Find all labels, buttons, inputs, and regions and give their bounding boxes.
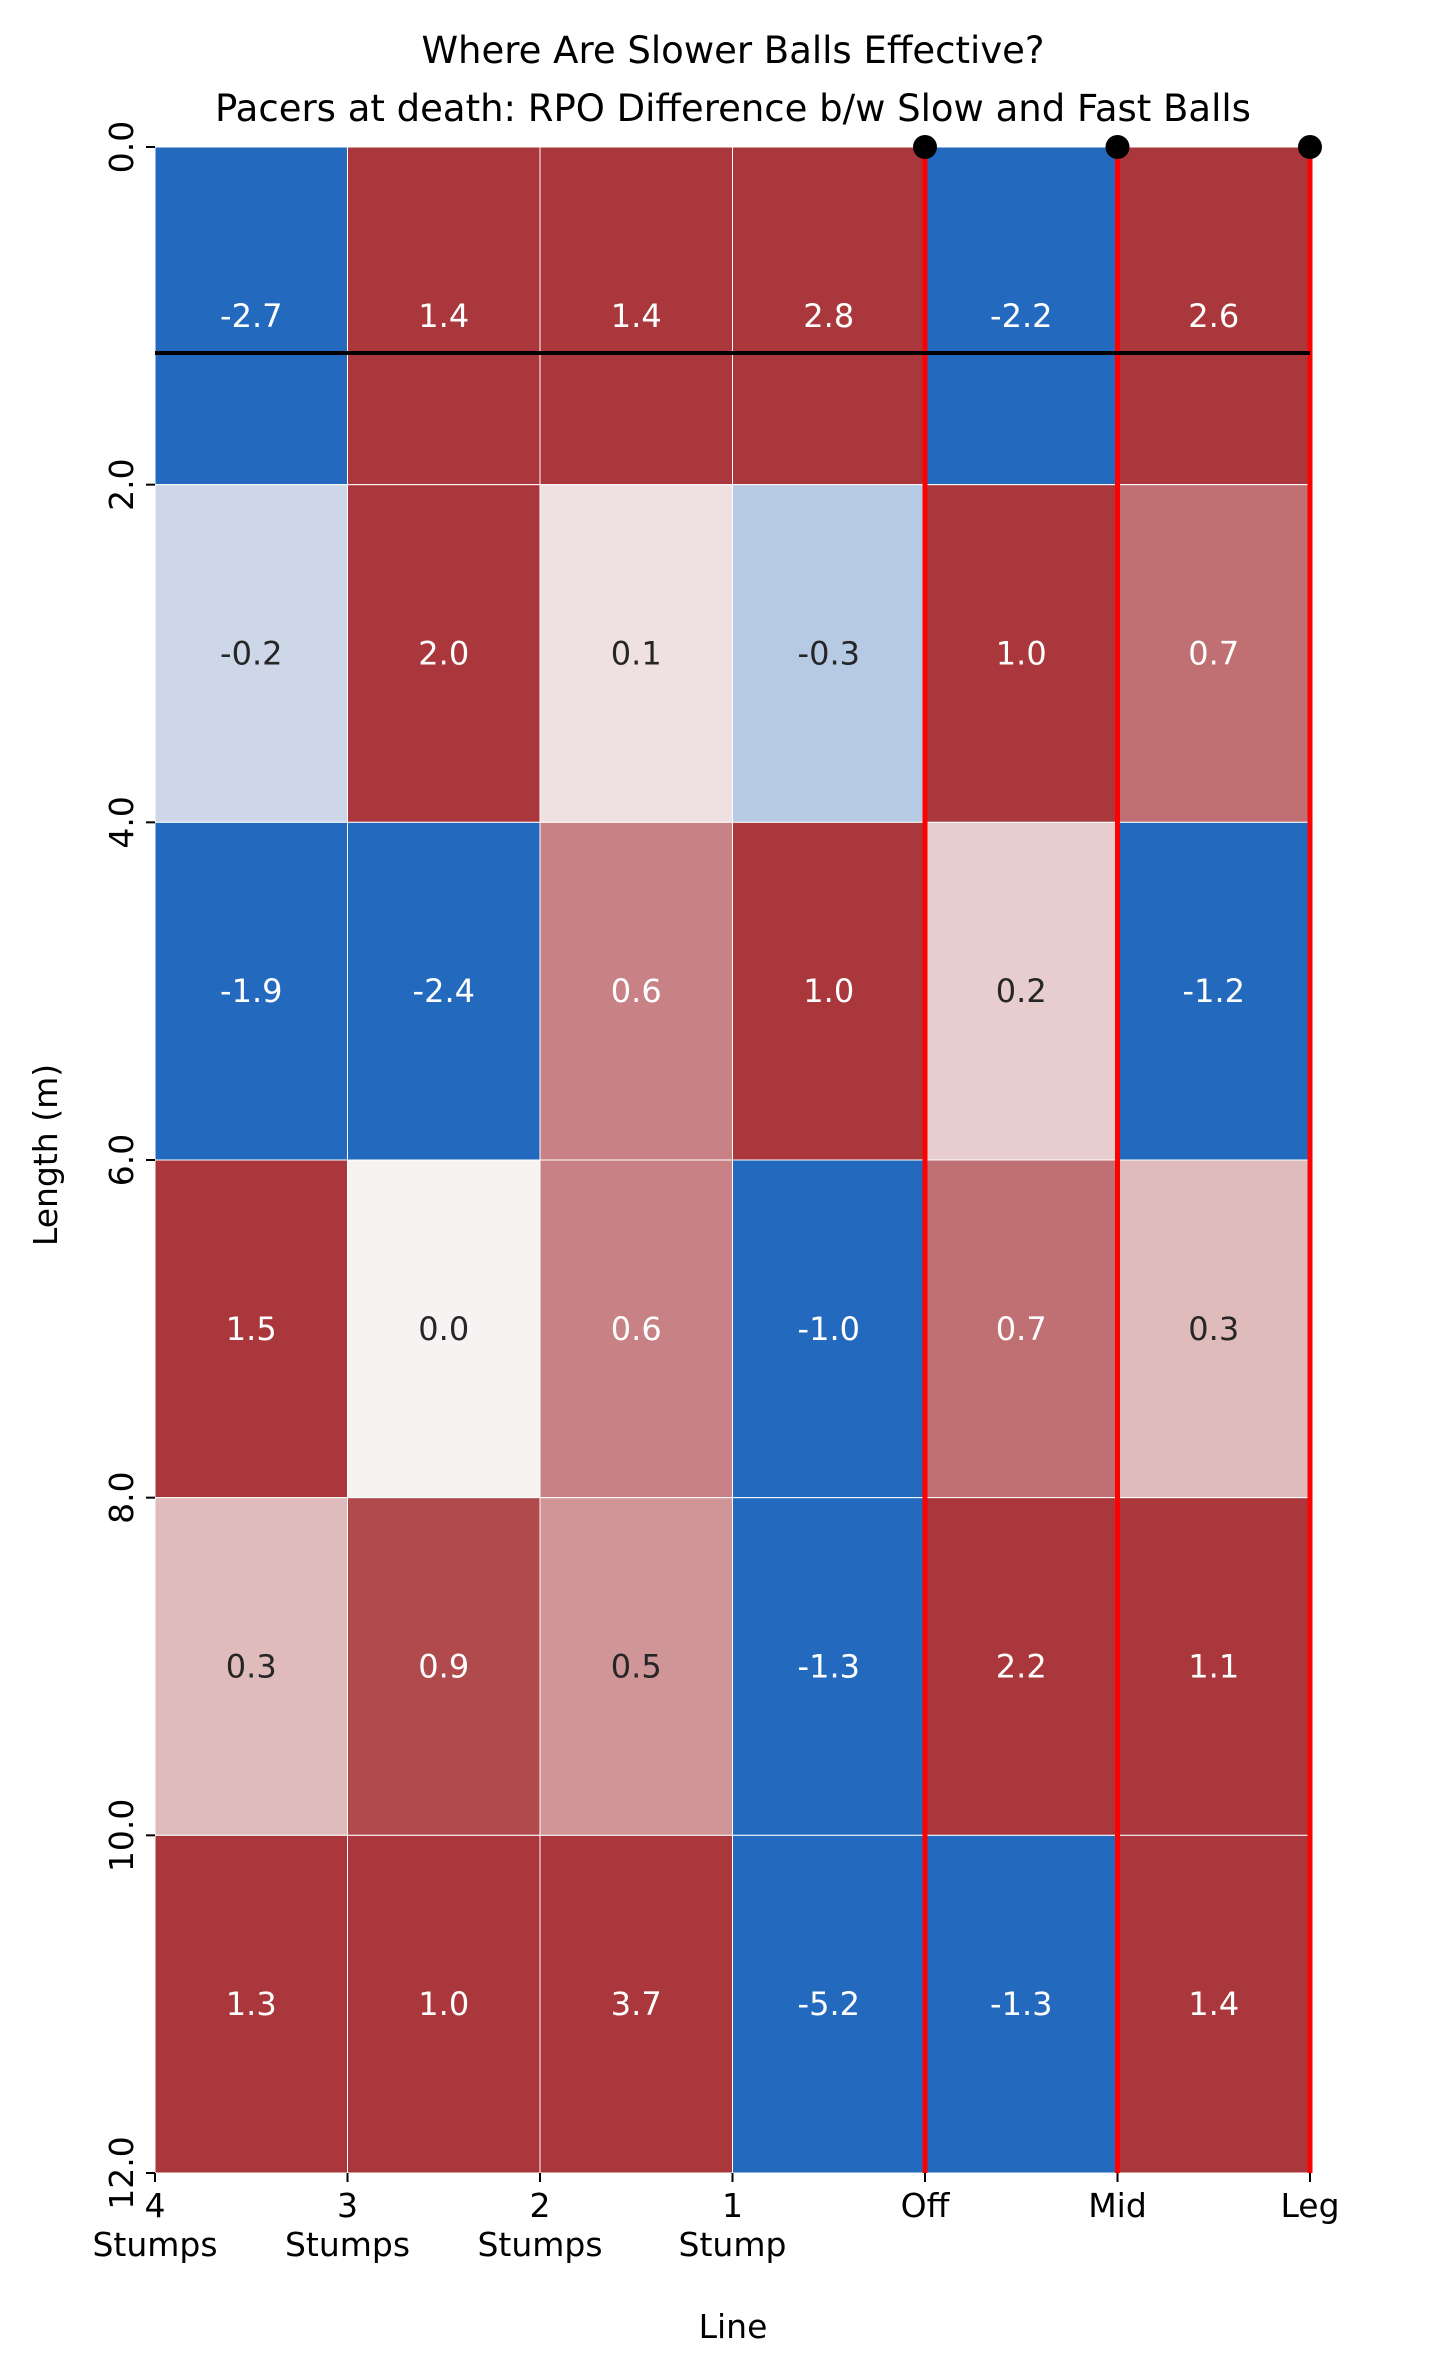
- heatmap-cell: [154, 146, 348, 486]
- cell-value-label: 2.0: [418, 635, 469, 673]
- heatmap-cell: [924, 1159, 1118, 1499]
- x-tick-label: 3 Stumps: [285, 2186, 410, 2264]
- heatmap-cell: [539, 1497, 733, 1836]
- cell-value-label: 1.0: [996, 635, 1047, 673]
- cell-value-label: -2.7: [220, 297, 282, 335]
- heatmap-cell: [539, 821, 733, 1161]
- cell-value-label: 1.3: [226, 1985, 277, 2023]
- stump-marker: [1105, 135, 1130, 159]
- cell-value-label: 0.2: [996, 972, 1047, 1010]
- cell-value-label: 2.8: [803, 297, 854, 335]
- cell-value-label: 0.1: [611, 635, 662, 673]
- y-tick-label: 8.0: [102, 1471, 141, 1523]
- cell-value-label: 0.6: [611, 972, 662, 1010]
- chart-subtitle: Pacers at death: RPO Difference b/w Slow…: [215, 87, 1251, 130]
- cell-value-label: 3.7: [611, 1985, 662, 2023]
- heatmap-cell: [1117, 1497, 1311, 1836]
- cell-value-label: -1.9: [220, 972, 282, 1010]
- cell-value-label: 0.6: [611, 1310, 662, 1348]
- heatmap-cell: [154, 1834, 348, 2174]
- heatmap-cell: [732, 1497, 926, 1836]
- heatmap-cell: [732, 821, 926, 1161]
- heatmap-cell: [154, 1159, 348, 1499]
- cell-value-label: 0.7: [996, 1310, 1047, 1348]
- heatmap-cell: [732, 484, 926, 823]
- x-tick-label: Off: [901, 2186, 951, 2225]
- heatmap-cell: [539, 1159, 733, 1499]
- cell-value-label: -5.2: [798, 1985, 860, 2023]
- heatmap-cell: [732, 1834, 926, 2174]
- cell-value-label: -1.3: [990, 1985, 1052, 2023]
- x-tick-label: 4 Stumps: [92, 2186, 217, 2264]
- heatmap-cell: [347, 1497, 541, 1836]
- cell-value-label: -2.2: [990, 297, 1052, 335]
- x-tick-label: 2 Stumps: [477, 2186, 602, 2264]
- x-tick-label: 1 Stump: [679, 2186, 787, 2264]
- y-tick-label: 4.0: [102, 796, 141, 848]
- cell-value-label: 0.3: [226, 1648, 277, 1686]
- heatmap-cell: [347, 1159, 541, 1499]
- heatmap-cell: [1117, 1834, 1311, 2174]
- heatmap-cell: [732, 146, 926, 486]
- cell-value-label: 1.0: [803, 972, 854, 1010]
- y-tick-label: 2.0: [102, 458, 141, 510]
- y-tick-label: 12.0: [102, 2136, 141, 2209]
- heatmap-cell: [924, 821, 1118, 1161]
- heatmap-cell: [924, 146, 1118, 486]
- chart-overlays: [155, 135, 1322, 2173]
- cell-value-label: -1.3: [798, 1648, 860, 1686]
- cell-value-label: 1.4: [1188, 1985, 1239, 2023]
- heatmap-cell: [924, 1497, 1118, 1836]
- cell-value-label: -1.0: [798, 1310, 860, 1348]
- x-tick-label: Leg: [1280, 2186, 1339, 2225]
- heatmap-cell: [154, 821, 348, 1161]
- cell-value-label: 2.6: [1188, 297, 1239, 335]
- cell-value-label: 1.4: [418, 297, 469, 335]
- heatmap-cell: [347, 484, 541, 823]
- heatmap-cell: [1117, 484, 1311, 823]
- cell-value-label: 1.5: [226, 1310, 277, 1348]
- cell-value-label: -0.2: [220, 635, 282, 673]
- cell-value-label: -0.3: [798, 635, 860, 673]
- cell-value-label: 1.4: [611, 297, 662, 335]
- cell-value-label: 0.7: [1188, 635, 1239, 673]
- cell-value-label: 0.3: [1188, 1310, 1239, 1348]
- heatmap-cell: [539, 146, 733, 486]
- cell-value-label: 0.0: [418, 1310, 469, 1348]
- heatmap-cell: [347, 146, 541, 486]
- stump-marker: [913, 135, 937, 159]
- heatmap-cell: [924, 1834, 1118, 2174]
- cell-value-label: 1.0: [418, 1985, 469, 2023]
- heatmap-cell: [1117, 146, 1311, 486]
- heatmap-cell: [154, 484, 348, 823]
- heatmap-cells: -2.7 1.4 1.4 2.8 -2.2 2.6 -0.2 2.0 0.1 -0.3 1.0 0.7…: [154, 146, 1311, 2174]
- y-tick-label: 10.0: [102, 1799, 141, 1872]
- heatmap-cell: [154, 1497, 348, 1836]
- chart-title: Where Are Slower Balls Effective?: [421, 29, 1044, 72]
- cell-value-label: 0.5: [611, 1648, 662, 1686]
- cell-value-label: 0.9: [418, 1648, 469, 1686]
- y-tick-label: 6.0: [102, 1134, 141, 1186]
- x-axis-label: Line: [699, 2307, 768, 2346]
- heatmap-cell: [347, 821, 541, 1161]
- heatmap-cell: [1117, 821, 1311, 1161]
- y-axis-label: Length (m): [26, 1064, 65, 1246]
- y-tick-label: 0.0: [102, 121, 141, 173]
- heatmap-cell: [732, 1159, 926, 1499]
- cell-value-label: 1.1: [1188, 1648, 1239, 1686]
- stump-marker: [1298, 135, 1322, 159]
- cell-value-label: -1.2: [1183, 972, 1245, 1010]
- x-tick-label: Mid: [1088, 2186, 1147, 2225]
- chart-axes: 0.0 2.0 4.0 6.0 8.0 10.0 12.0 4 Stumps 3 Stumps 2 St…: [92, 121, 1339, 2264]
- cell-value-label: -2.4: [413, 972, 475, 1010]
- cell-value-label: 2.2: [996, 1648, 1047, 1686]
